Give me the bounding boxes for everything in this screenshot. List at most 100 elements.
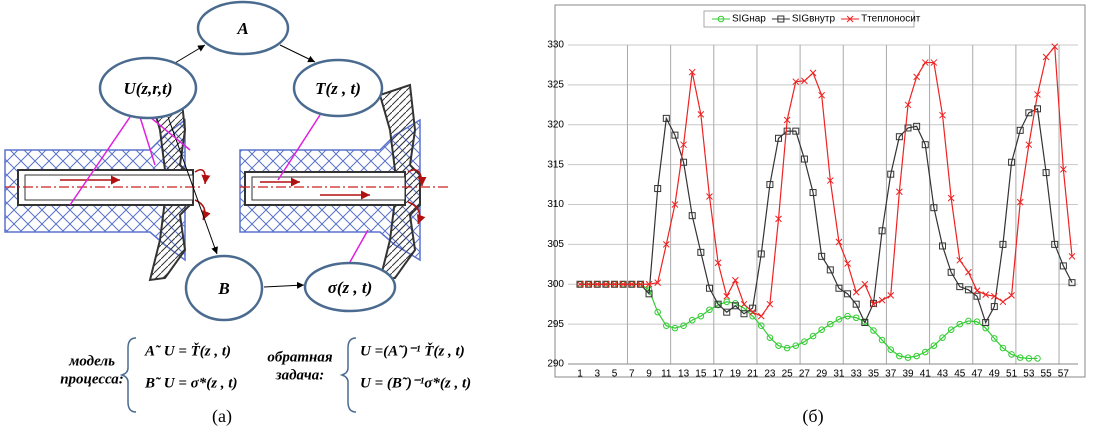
point: [921, 141, 929, 149]
point: [801, 77, 808, 85]
point: [783, 127, 791, 135]
point: [688, 316, 696, 324]
point: [1034, 355, 1041, 362]
point: [896, 352, 903, 360]
point: [904, 124, 912, 132]
point: [844, 260, 851, 267]
point: [852, 314, 860, 322]
point: [852, 300, 860, 308]
point: [697, 312, 705, 320]
inverse-label: задача:: [275, 367, 324, 383]
point: [1025, 141, 1033, 149]
y-tick-label: 330: [547, 40, 564, 51]
point: [913, 73, 920, 81]
point: [792, 127, 800, 135]
point: [1016, 126, 1024, 134]
x-tick-label: 9: [646, 369, 652, 380]
node: [196, 0, 290, 56]
point: [1068, 252, 1076, 260]
x-tick-label: 23: [764, 369, 776, 380]
x-tick-label: 13: [678, 369, 690, 380]
point: [645, 290, 653, 298]
point: [662, 241, 670, 248]
point: [827, 320, 834, 328]
x-tick-label: 47: [971, 369, 983, 380]
legend-box: [703, 10, 915, 28]
x-tick-label: 53: [1023, 369, 1035, 380]
point: [913, 122, 921, 130]
point: [982, 291, 990, 298]
point: [731, 302, 739, 310]
point: [878, 296, 886, 304]
point: [870, 327, 877, 334]
x-tick-label: 49: [989, 369, 1001, 380]
point: [965, 268, 972, 276]
point: [852, 288, 860, 296]
point: [766, 300, 774, 308]
inverse-label: обратная: [267, 349, 332, 365]
point: [585, 280, 592, 288]
point: [671, 131, 679, 139]
y-tick-label: 300: [547, 279, 564, 290]
point: [800, 155, 808, 163]
point: [775, 134, 783, 142]
point: [1051, 43, 1059, 50]
point: [671, 324, 679, 332]
legend-label: Tтеплоносит: [861, 14, 921, 25]
point: [990, 292, 998, 300]
point: [964, 286, 972, 294]
point: [982, 319, 990, 327]
point: [749, 304, 757, 312]
point: [1042, 169, 1050, 177]
legend-label: SIGнар: [732, 14, 766, 25]
point: [818, 91, 826, 99]
x-tick-label: 11: [661, 369, 672, 380]
x-tick-label: 37: [885, 369, 897, 380]
x-tick-label: 33: [851, 369, 863, 380]
y-tick-label: 295: [547, 319, 564, 330]
x-tick-label: 15: [695, 369, 707, 380]
node-label: A: [236, 19, 248, 38]
point: [688, 212, 696, 220]
brace: [339, 337, 357, 413]
point: [835, 316, 843, 323]
caption: (a): [212, 406, 232, 427]
point: [999, 240, 1007, 248]
node: [98, 56, 198, 120]
point: [783, 116, 791, 124]
point: [947, 268, 955, 276]
point: [826, 266, 834, 274]
point: [895, 133, 903, 141]
point: [714, 300, 722, 308]
point: [1068, 279, 1076, 287]
point: [732, 276, 739, 284]
point: [844, 312, 851, 320]
formula: U =(A˜)⁻¹ Ť(z , t): [360, 342, 465, 359]
point: [792, 78, 800, 86]
point: [1008, 292, 1015, 299]
point: [757, 250, 765, 258]
point: [956, 320, 964, 328]
point: [1016, 198, 1024, 206]
formula: A˜ U = Ť(z , t): [144, 342, 231, 359]
x-tick-label: 3: [594, 369, 600, 380]
point: [861, 280, 869, 288]
point: [887, 346, 895, 353]
point: [809, 69, 817, 77]
point: [1025, 109, 1033, 117]
point: [913, 352, 920, 360]
point: [775, 215, 782, 223]
point: [878, 336, 886, 344]
point: [705, 284, 713, 292]
point: [671, 201, 679, 208]
point: [818, 252, 826, 260]
x-tick-label: 19: [730, 369, 742, 380]
x-tick-label: 1: [577, 369, 583, 380]
legend-label: SIGвнутр: [792, 14, 836, 25]
point: [757, 312, 765, 320]
point: [628, 280, 636, 288]
series-line: [580, 283, 1038, 360]
x-tick-label: 43: [937, 369, 949, 380]
point: [697, 248, 705, 256]
point: [844, 290, 852, 298]
